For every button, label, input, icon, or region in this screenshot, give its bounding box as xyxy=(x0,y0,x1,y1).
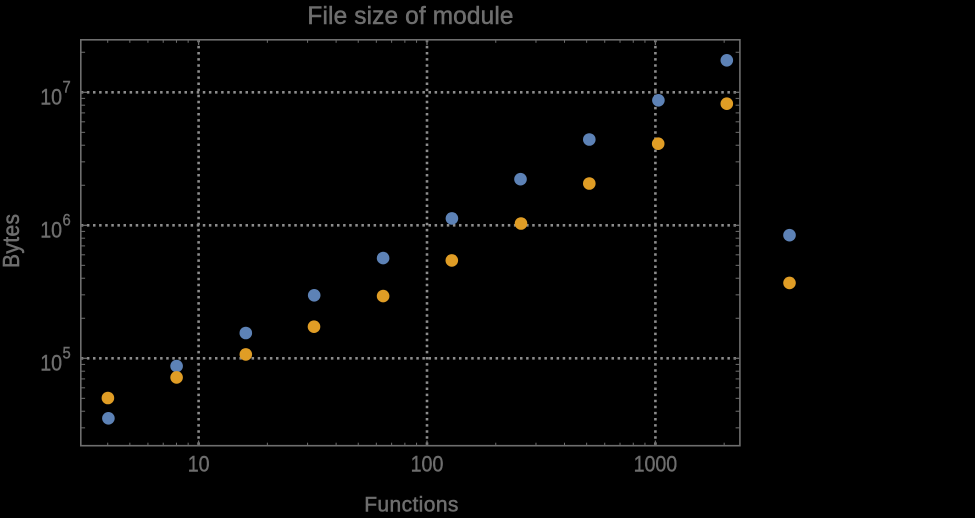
svg-text:10: 10 xyxy=(40,351,62,376)
svg-text:Bytes: Bytes xyxy=(0,214,24,268)
svg-text:1000: 1000 xyxy=(634,452,678,477)
svg-text:10: 10 xyxy=(40,85,62,110)
svg-text:File size of module: File size of module xyxy=(307,3,513,30)
svg-text:10: 10 xyxy=(188,452,210,477)
svg-text:7: 7 xyxy=(63,79,71,97)
svg-text:100: 100 xyxy=(411,452,444,477)
svg-text:5: 5 xyxy=(63,345,71,363)
svg-text:10: 10 xyxy=(40,218,62,243)
svg-text:Functions: Functions xyxy=(364,492,459,513)
svg-text:6: 6 xyxy=(63,212,71,230)
